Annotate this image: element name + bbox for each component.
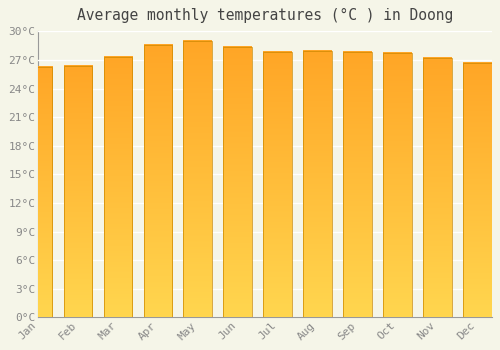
Bar: [224, 47, 252, 317]
Title: Average monthly temperatures (°C ) in Doong: Average monthly temperatures (°C ) in Do…: [77, 8, 453, 23]
Bar: [24, 67, 52, 317]
Bar: [144, 45, 172, 317]
Bar: [343, 52, 372, 317]
Bar: [303, 51, 332, 317]
Bar: [264, 52, 292, 317]
Bar: [423, 58, 452, 317]
Bar: [104, 57, 132, 317]
Bar: [184, 41, 212, 317]
Bar: [64, 66, 92, 317]
Bar: [463, 63, 492, 317]
Bar: [383, 54, 412, 317]
